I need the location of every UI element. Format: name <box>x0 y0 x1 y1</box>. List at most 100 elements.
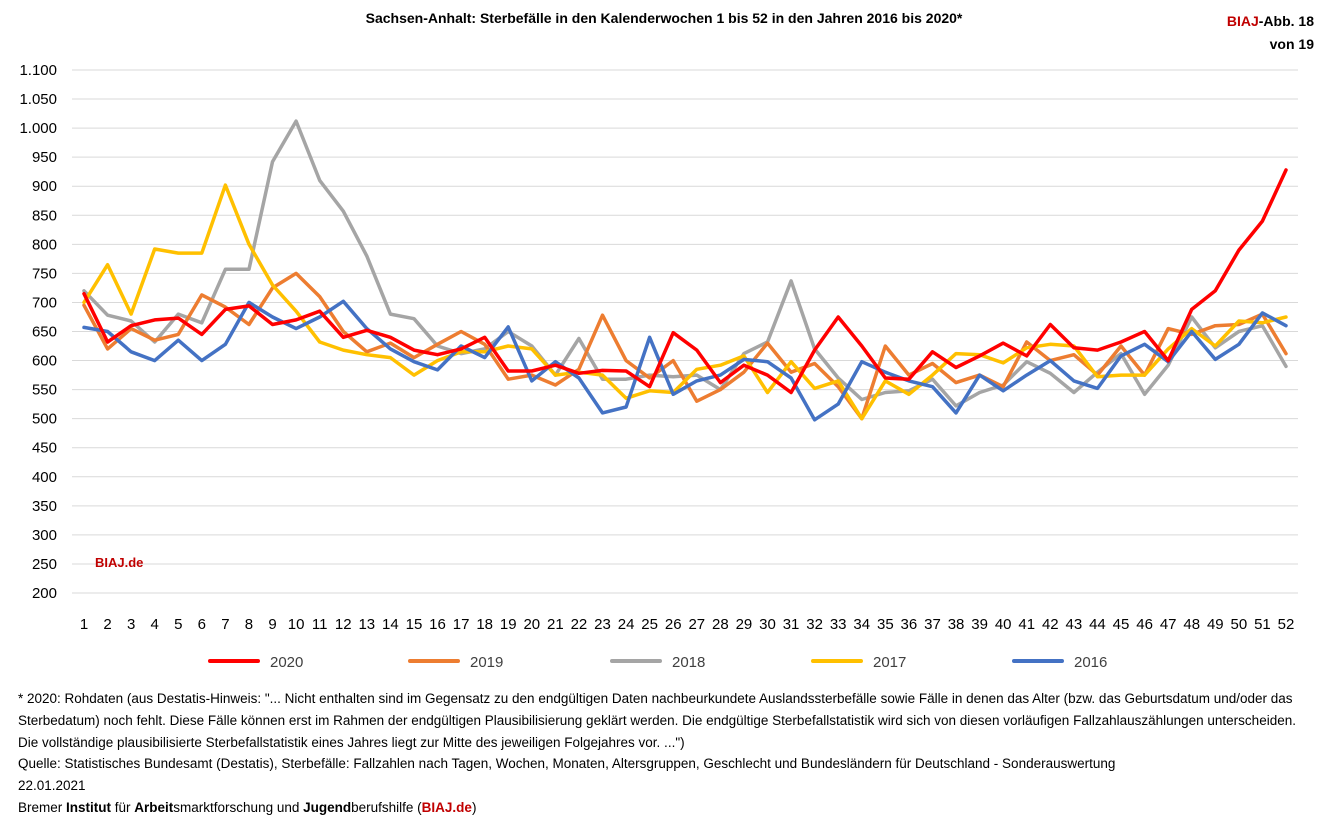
series-lines <box>82 119 1288 422</box>
legend-label-2016: 2016 <box>1074 654 1107 671</box>
x-tick-label: 45 <box>1113 616 1130 633</box>
footnote-credit: Bremer Institut für Arbeitsmarktforschun… <box>18 797 1318 819</box>
series-line-2017 <box>82 183 1288 421</box>
y-tick-label: 1.100 <box>19 62 57 79</box>
figure-badge: BIAJ-Abb. 18 von 19 <box>1227 10 1314 56</box>
x-tick-label: 14 <box>382 616 399 633</box>
y-tick-label: 950 <box>32 149 57 166</box>
x-tick-label: 25 <box>641 616 658 633</box>
legend-label-2020: 2020 <box>270 654 303 671</box>
x-tick-label: 37 <box>924 616 941 633</box>
x-tick-label: 26 <box>665 616 682 633</box>
x-tick-label: 43 <box>1066 616 1083 633</box>
y-tick-label: 200 <box>32 585 57 602</box>
x-tick-label: 7 <box>221 616 229 633</box>
x-tick-label: 15 <box>406 616 423 633</box>
x-tick-label: 10 <box>288 616 305 633</box>
x-tick-label: 19 <box>500 616 517 633</box>
legend-label-2018: 2018 <box>672 654 705 671</box>
badge-total: von 19 <box>1269 36 1314 52</box>
y-tick-label: 350 <box>32 498 57 515</box>
credit-link-text: BIAJ.de <box>421 799 472 815</box>
y-tick-label: 900 <box>32 178 57 195</box>
x-tick-label: 51 <box>1254 616 1271 633</box>
x-tick-label: 40 <box>995 616 1012 633</box>
x-tick-label: 22 <box>571 616 588 633</box>
credit-part: Bremer <box>18 799 67 815</box>
x-tick-label: 31 <box>783 616 800 633</box>
x-tick-label: 3 <box>127 616 135 633</box>
x-tick-label: 52 <box>1278 616 1295 633</box>
x-tick-label: 24 <box>618 616 635 633</box>
y-tick-label: 300 <box>32 527 57 544</box>
x-tick-label: 35 <box>877 616 894 633</box>
x-tick-label: 1 <box>80 616 88 633</box>
x-tick-label: 21 <box>547 616 564 633</box>
y-tick-label: 850 <box>32 207 57 224</box>
x-tick-label: 38 <box>948 616 965 633</box>
y-tick-label: 400 <box>32 469 57 486</box>
credit-part-bold: Institut <box>66 799 112 815</box>
x-tick-label: 28 <box>712 616 729 633</box>
x-axis-ticks: 1 2 3 4 5 6 7 8 9 10 11 12 13 14 15 16 17 18 19 20 21 22 23 24 2… <box>80 616 1295 633</box>
y-tick-label: 600 <box>32 353 57 370</box>
x-tick-label: 2 <box>103 616 111 633</box>
series-line-2018 <box>82 119 1288 408</box>
footnote-disclaimer: * 2020: Rohdaten (aus Destatis-Hinweis: … <box>18 691 1296 750</box>
credit-part: smarktforschung und <box>173 799 304 815</box>
line-chart: 2002503003504004505005506006507007508008… <box>19 62 1298 671</box>
footnotes: * 2020: Rohdaten (aus Destatis-Hinweis: … <box>18 688 1318 819</box>
badge-figure-number: -Abb. 18 <box>1258 13 1314 29</box>
x-tick-label: 8 <box>245 616 253 633</box>
x-tick-label: 9 <box>268 616 276 633</box>
x-tick-label: 5 <box>174 616 182 633</box>
x-tick-label: 13 <box>358 616 375 633</box>
x-tick-label: 36 <box>901 616 918 633</box>
footnote-date: 22.01.2021 <box>18 778 86 794</box>
credit-part-bold: Arbeit <box>134 799 174 815</box>
x-tick-label: 29 <box>736 616 753 633</box>
x-tick-label: 42 <box>1042 616 1059 633</box>
y-tick-label: 750 <box>32 265 57 282</box>
x-tick-label: 48 <box>1183 616 1200 633</box>
chart-title: Sachsen-Anhalt: Sterbefälle in den Kalen… <box>365 10 963 26</box>
y-tick-label: 450 <box>32 440 57 457</box>
x-tick-label: 44 <box>1089 616 1106 633</box>
credit-part: berufshilfe ( <box>351 799 422 815</box>
x-tick-label: 32 <box>806 616 823 633</box>
x-tick-label: 39 <box>971 616 988 633</box>
y-tick-label: 800 <box>32 236 57 253</box>
x-tick-label: 50 <box>1231 616 1248 633</box>
legend-label-2019: 2019 <box>470 654 503 671</box>
x-tick-label: 4 <box>151 616 159 633</box>
y-tick-label: 1.000 <box>19 120 57 137</box>
watermark-text: BIAJ.de <box>95 555 144 570</box>
legend-label-2017: 2017 <box>873 654 906 671</box>
x-tick-label: 18 <box>476 616 493 633</box>
credit-part: ) <box>471 799 477 815</box>
x-tick-label: 47 <box>1160 616 1177 633</box>
x-tick-label: 46 <box>1136 616 1153 633</box>
x-tick-label: 12 <box>335 616 352 633</box>
x-tick-label: 33 <box>830 616 847 633</box>
x-tick-label: 6 <box>198 616 206 633</box>
x-tick-label: 34 <box>853 616 870 633</box>
x-tick-label: 20 <box>523 616 540 633</box>
y-tick-label: 1.050 <box>19 91 57 108</box>
y-tick-label: 700 <box>32 294 57 311</box>
y-tick-label: 500 <box>32 411 57 428</box>
series-line-2020 <box>82 168 1288 395</box>
x-tick-label: 41 <box>1018 616 1035 633</box>
credit-part-bold: Jugend <box>303 799 352 815</box>
x-tick-label: 27 <box>688 616 705 633</box>
legend: 2020 2019 2018 2017 2016 <box>208 654 1107 671</box>
x-tick-label: 30 <box>759 616 776 633</box>
x-tick-label: 49 <box>1207 616 1224 633</box>
y-tick-label: 550 <box>32 382 57 399</box>
y-axis-ticks: 200 250 300 350 400 450 500 550 600 650 700 750 800 8… <box>19 62 57 602</box>
gridlines <box>72 69 1298 594</box>
footnote-source: Quelle: Statistisches Bundesamt (Destati… <box>18 756 1116 772</box>
x-tick-label: 11 <box>312 616 328 633</box>
y-tick-label: 250 <box>32 556 57 573</box>
credit-part: für <box>111 799 135 815</box>
